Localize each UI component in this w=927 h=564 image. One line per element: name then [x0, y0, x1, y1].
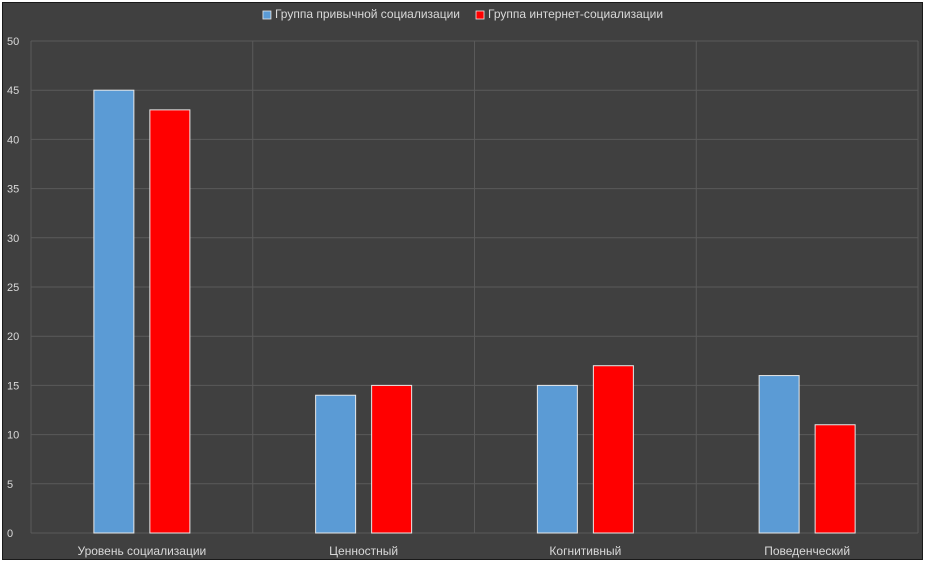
- x-axis: Уровень социализации Ценностный Когнитивны…: [77, 544, 850, 558]
- x-category-label: Поведенческий: [764, 544, 850, 558]
- bar-regular-socialization: [536, 384, 578, 534]
- y-tick-label: 35: [7, 184, 19, 196]
- bar-internet-socialization: [371, 384, 413, 534]
- x-category-label: Уровень социализации: [77, 544, 206, 558]
- y-tick-label: 15: [7, 380, 19, 392]
- y-tick-label: 40: [7, 134, 19, 146]
- legend-swatch-internet-socialization: [475, 10, 485, 20]
- bar-regular-socialization: [758, 375, 800, 534]
- x-category-label: Когнитивный: [549, 544, 621, 558]
- y-tick-label: 20: [7, 331, 19, 343]
- bar-chart: 0 5 10 15 20 25 30 35 40 45 50 Уровень социализаци…: [7, 7, 919, 558]
- y-tick-label: 50: [7, 36, 19, 48]
- legend-label: Группа привычной социализации: [275, 7, 460, 21]
- bar-internet-socialization: [814, 424, 856, 534]
- bars: [93, 89, 856, 534]
- y-tick-label: 0: [7, 528, 13, 540]
- y-tick-label: 30: [7, 233, 19, 245]
- y-tick-label: 25: [7, 282, 19, 294]
- bar-regular-socialization: [93, 89, 135, 534]
- x-category-label: Ценностный: [329, 544, 398, 558]
- y-tick-label: 10: [7, 430, 19, 442]
- legend-swatch-regular-socialization: [262, 10, 272, 20]
- y-tick-label: 45: [7, 85, 19, 97]
- legend: Группа привычной социализации Группа инте…: [262, 7, 663, 21]
- legend-label: Группа интернет-социализации: [488, 7, 663, 21]
- bar-internet-socialization: [149, 109, 191, 534]
- bar-regular-socialization: [315, 394, 357, 534]
- bar-internet-socialization: [592, 365, 634, 534]
- y-axis: 0 5 10 15 20 25 30 35 40 45 50: [7, 36, 19, 540]
- y-tick-label: 5: [7, 479, 13, 491]
